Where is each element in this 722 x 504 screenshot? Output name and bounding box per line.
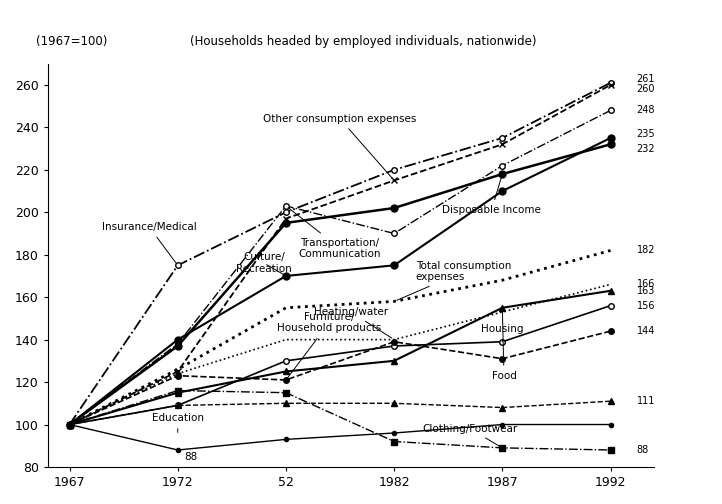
Text: 111: 111 [637,396,655,406]
Text: 144: 144 [637,326,655,336]
Text: 156: 156 [637,301,655,310]
Text: Clothing/Footwear: Clothing/Footwear [422,424,518,447]
Text: (Households headed by employed individuals, nationwide): (Households headed by employed individua… [190,35,536,47]
Text: 182: 182 [637,245,655,256]
Text: 261: 261 [637,74,655,84]
Text: Culture/
Recreation: Culture/ Recreation [236,253,292,275]
Text: Education: Education [152,413,204,432]
Text: Heating/water: Heating/water [314,307,392,338]
Text: Insurance/Medical: Insurance/Medical [102,222,197,263]
Text: 163: 163 [637,286,655,296]
Text: 248: 248 [637,105,655,115]
Text: Total consumption
expenses: Total consumption expenses [396,261,511,300]
Text: Transportation/
Communication: Transportation/ Communication [288,208,381,259]
Text: Food: Food [492,310,516,381]
Text: 88: 88 [637,445,649,455]
Text: Other consumption expenses: Other consumption expenses [264,114,417,178]
Text: 235: 235 [637,129,655,139]
Text: 260: 260 [637,84,655,94]
Text: Furniture/
Household products: Furniture/ Household products [277,312,381,377]
Text: Housing: Housing [481,324,523,342]
Text: 232: 232 [637,144,655,154]
Text: (1967=100): (1967=100) [36,35,107,47]
Text: 88: 88 [184,453,198,463]
Text: 166: 166 [637,279,655,289]
Text: Disposable Income: Disposable Income [442,177,541,215]
